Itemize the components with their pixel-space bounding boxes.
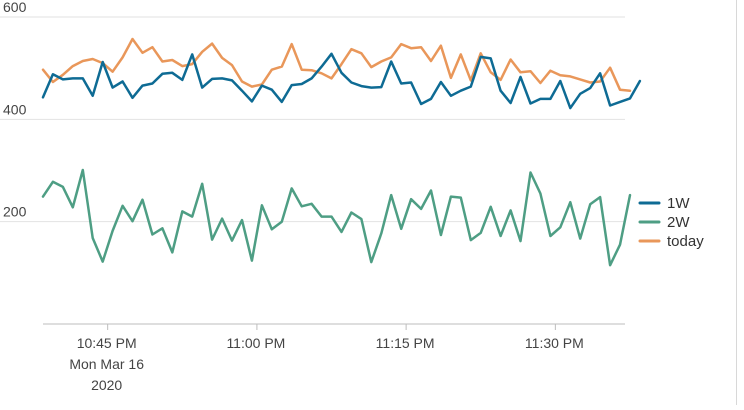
x-tick-label-1-0: 11:00 PM — [226, 335, 285, 351]
series-line-2W — [41, 168, 632, 267]
series-line-1W — [41, 52, 642, 110]
legend-label-2W: 2W — [667, 214, 690, 231]
x-tick-label-0-0: 10:45 PM — [77, 335, 137, 351]
series-line-today — [41, 37, 632, 92]
y-tick-label-600: 600 — [3, 0, 27, 15]
legend-label-today: today — [667, 233, 704, 250]
x-tick-label-0-2: 2020 — [91, 377, 122, 393]
x-tick-label-0-1: Mon Mar 16 — [69, 356, 144, 372]
y-tick-label-400: 400 — [3, 101, 27, 117]
x-tick-label-3-0: 11:30 PM — [525, 335, 584, 351]
panel-divider — [736, 0, 737, 405]
legend-label-1W: 1W — [667, 195, 690, 212]
y-tick-label-200: 200 — [3, 204, 27, 220]
axis-layer: 200 400 600 10:45 PM Mon Mar 16 2020 11:00 PM 1… — [3, 0, 625, 393]
legend: 1W 2W today — [638, 195, 704, 250]
x-tick-label-2-0: 11:15 PM — [376, 335, 435, 351]
series-layer — [41, 37, 642, 267]
grid-layer — [0, 16, 625, 223]
